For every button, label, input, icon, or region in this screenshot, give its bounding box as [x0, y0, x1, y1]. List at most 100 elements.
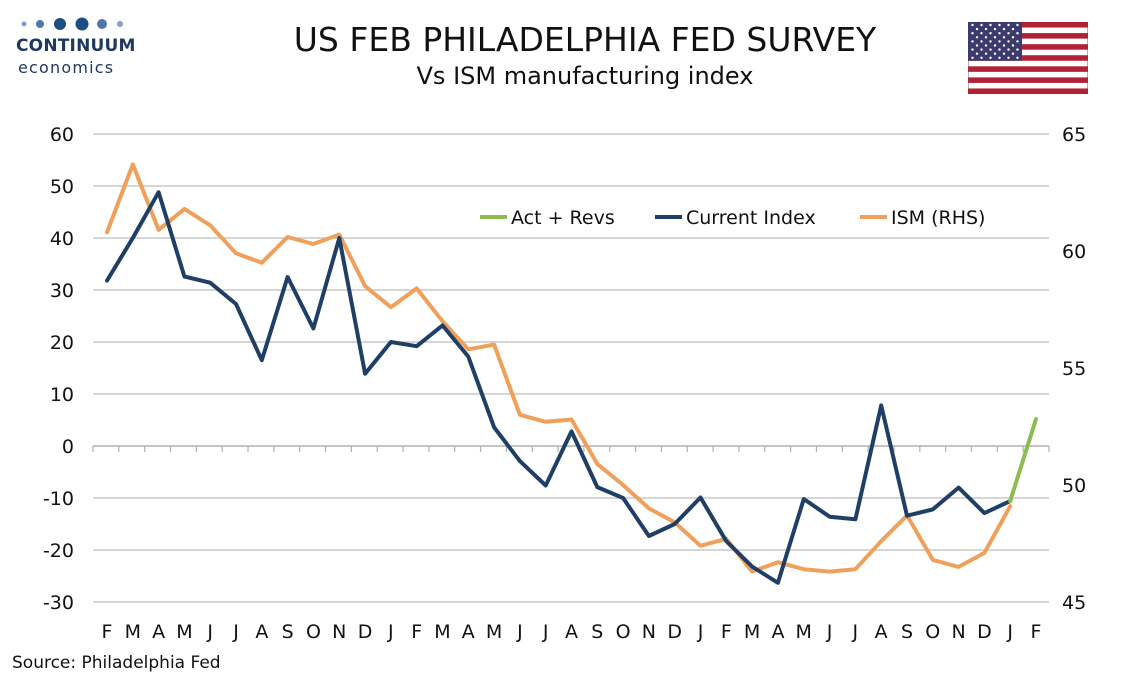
flag-star — [1016, 32, 1019, 35]
x-tick-label: A — [771, 621, 784, 643]
x-tick-label: M — [486, 621, 502, 643]
flag-star — [975, 36, 979, 39]
x-tick-label: J — [542, 621, 549, 643]
y-left-tick-label: 60 — [50, 124, 74, 146]
flag-star — [1011, 44, 1015, 47]
flag-star — [971, 40, 974, 43]
x-tick-label: A — [462, 621, 475, 643]
y-left-tick-label: 30 — [50, 280, 74, 302]
flag-star — [1011, 36, 1015, 39]
logo-wordmark: CONTINUUM — [16, 36, 136, 56]
flag-star — [1002, 27, 1006, 31]
flag-star — [984, 36, 988, 39]
x-tick-label: N — [642, 621, 656, 643]
flag-star — [1007, 23, 1010, 27]
flag-star — [984, 44, 988, 47]
flag-star — [980, 23, 983, 27]
x-tick-label: N — [951, 621, 965, 643]
x-tick-label: M — [744, 621, 760, 643]
flag-star — [1016, 56, 1019, 59]
flag-star — [980, 56, 983, 59]
chart-legend: Act + Revs Current Index ISM (RHS) — [480, 207, 985, 229]
x-tick-label: J — [697, 621, 704, 643]
flag-star — [984, 52, 988, 55]
flag-star — [971, 48, 974, 51]
flag-star — [1002, 44, 1006, 47]
x-tick-label: M — [796, 621, 812, 643]
y-right-tick-label: 50 — [1062, 475, 1086, 497]
series-line-ism-rhs — [105, 162, 1013, 574]
flag-star — [998, 40, 1001, 43]
y-left-tick-label: 40 — [50, 228, 74, 250]
y-axis-left: 60 50 40 30 20 10 0 -10 -20 -30 — [43, 124, 74, 614]
y-right-tick-label: 55 — [1062, 358, 1086, 380]
x-tick-label: S — [591, 621, 603, 643]
chart-title: US FEB PHILADELPHIA FED SURVEY — [293, 20, 877, 59]
flag-star — [1016, 40, 1019, 43]
x-tick-label: A — [255, 621, 268, 643]
x-tick-label: O — [925, 621, 940, 643]
x-tick-label: A — [875, 621, 888, 643]
x-tick-label: J — [1006, 621, 1013, 643]
x-tick-label: O — [616, 621, 631, 643]
flag-star — [971, 32, 974, 35]
x-tick-label: A — [152, 621, 165, 643]
x-tick-label: F — [721, 621, 732, 643]
continuum-logo: CONTINUUM economics — [14, 14, 136, 77]
source-note: Source: Philadelphia Fed — [12, 653, 221, 673]
flag-star — [998, 23, 1001, 27]
x-tick-label: J — [387, 621, 394, 643]
y-axis-right: 65 60 55 50 45 — [1062, 124, 1086, 614]
flag-star — [993, 36, 997, 39]
flag-star — [1016, 23, 1019, 27]
y-left-tick-label: 10 — [50, 384, 74, 406]
flag-star — [1016, 48, 1019, 51]
flag-star — [989, 48, 992, 51]
x-tick-label: O — [306, 621, 321, 643]
series-line-act-revs — [1008, 417, 1038, 504]
flag-star — [980, 48, 983, 51]
logo-tagline: economics — [18, 58, 115, 77]
flag-star — [980, 32, 983, 35]
flag-star — [1002, 52, 1006, 55]
legend-label-ism-rhs: ISM (RHS) — [891, 207, 985, 229]
x-tick-label: M — [125, 621, 141, 643]
x-tick-label: F — [1031, 621, 1042, 643]
legend-label-current-index: Current Index — [686, 207, 816, 229]
flag-star — [1007, 40, 1010, 43]
x-tick-label: S — [901, 621, 913, 643]
x-tick-label: J — [206, 621, 213, 643]
flag-star — [984, 27, 988, 31]
flag-star — [975, 52, 979, 55]
logo-dots-icon — [21, 17, 123, 31]
grid-lines — [93, 133, 1049, 603]
flag-star — [998, 56, 1001, 59]
x-tick-label: J — [232, 621, 239, 643]
flag-star — [998, 32, 1001, 35]
flag-star — [1011, 27, 1015, 31]
flag-star — [989, 40, 992, 43]
x-tick-label: N — [332, 621, 346, 643]
us-flag-icon — [968, 22, 1088, 94]
x-tick-label: D — [977, 621, 992, 643]
chart-subtitle: Vs ISM manufacturing index — [416, 62, 754, 90]
flag-star — [975, 44, 979, 47]
flag-star — [1007, 56, 1010, 59]
flag-star — [1011, 52, 1015, 55]
flag-star — [989, 23, 992, 27]
flag-star — [993, 27, 997, 31]
flag-star — [971, 23, 974, 27]
flag-star — [971, 56, 974, 59]
flag-star — [1007, 48, 1010, 51]
flag-star — [980, 40, 983, 43]
series-lines — [105, 162, 1038, 585]
series-line-current-index — [105, 190, 1013, 585]
y-right-tick-label: 45 — [1062, 592, 1086, 614]
y-left-tick-label: -30 — [43, 592, 74, 614]
y-right-tick-label: 65 — [1062, 124, 1086, 146]
legend-label-act-revs: Act + Revs — [511, 207, 615, 229]
flag-star — [993, 52, 997, 55]
x-tick-label: J — [852, 621, 859, 643]
